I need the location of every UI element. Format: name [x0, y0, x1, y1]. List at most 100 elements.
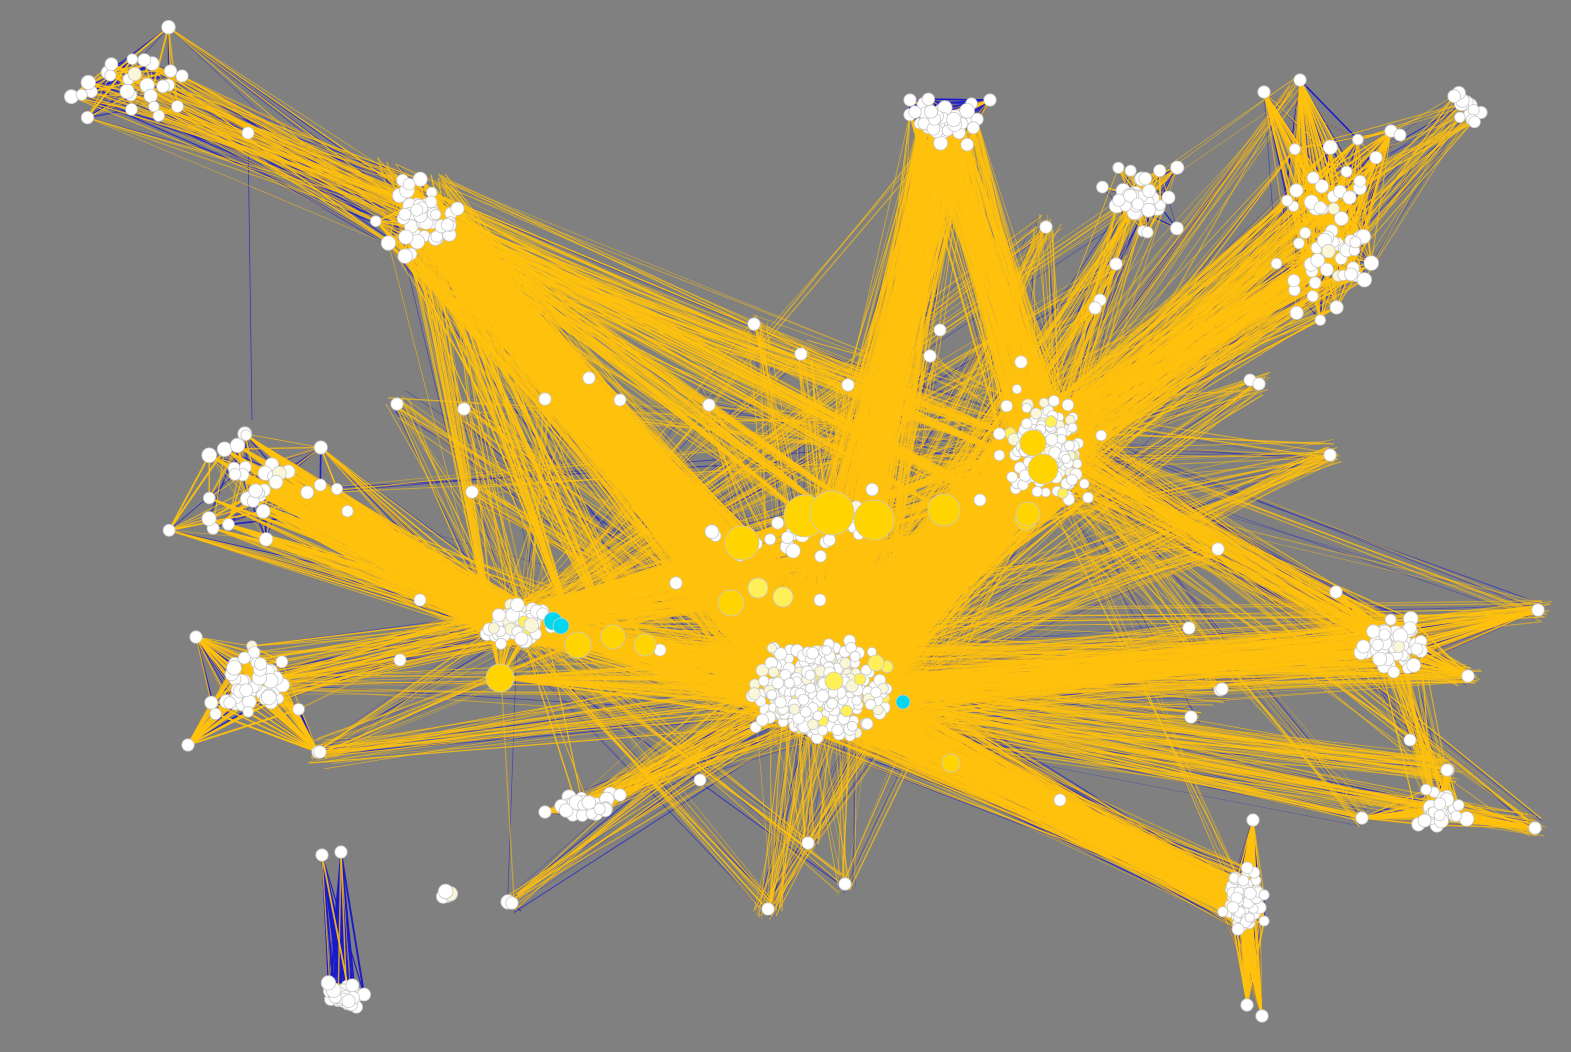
graph-node[interactable] [1329, 585, 1343, 599]
graph-node[interactable] [1349, 236, 1362, 249]
outlier-node[interactable] [465, 485, 479, 499]
graph-node[interactable] [933, 323, 947, 337]
graph-node[interactable] [437, 883, 454, 900]
graph-node[interactable] [1340, 165, 1353, 178]
hub-node[interactable] [772, 586, 794, 608]
outlier-node[interactable] [390, 397, 404, 411]
highlight-node[interactable] [552, 617, 570, 635]
graph-node[interactable] [398, 207, 412, 221]
graph-node[interactable] [275, 655, 289, 669]
graph-node[interactable] [1237, 874, 1250, 887]
graph-node[interactable] [1056, 433, 1067, 445]
graph-node[interactable] [1433, 809, 1446, 822]
graph-node[interactable] [812, 710, 824, 721]
graph-node[interactable] [1258, 915, 1270, 927]
graph-node[interactable] [80, 111, 95, 125]
graph-node[interactable] [1447, 89, 1461, 103]
graph-node[interactable] [1342, 190, 1357, 205]
graph-node[interactable] [248, 483, 264, 499]
outlier-node[interactable] [841, 378, 855, 392]
outlier-node[interactable] [1215, 682, 1229, 696]
hub-node[interactable] [853, 499, 895, 541]
graph-node[interactable] [402, 177, 416, 191]
hub-node[interactable] [824, 671, 844, 691]
graph-node[interactable] [1299, 226, 1312, 239]
graph-node[interactable] [1240, 998, 1254, 1012]
outlier-node[interactable] [538, 392, 552, 406]
graph-node[interactable] [239, 683, 253, 697]
graph-node[interactable] [237, 651, 251, 665]
graph-node[interactable] [216, 441, 233, 457]
graph-node[interactable] [1356, 272, 1373, 288]
graph-node[interactable] [1057, 487, 1069, 499]
graph-node[interactable] [1063, 440, 1075, 452]
outlier-node[interactable] [669, 576, 683, 590]
graph-node[interactable] [258, 532, 274, 547]
graph-node[interactable] [202, 491, 216, 505]
graph-node[interactable] [380, 235, 396, 251]
graph-node[interactable] [119, 83, 135, 100]
hub-node[interactable] [633, 633, 657, 657]
outlier-node[interactable] [457, 402, 471, 416]
graph-node[interactable] [1244, 912, 1255, 923]
graph-node[interactable] [1226, 901, 1240, 914]
graph-node[interactable] [487, 622, 500, 634]
graph-node[interactable] [254, 657, 268, 671]
graph-node[interactable] [313, 478, 327, 492]
graph-node[interactable] [1217, 906, 1229, 918]
graph-node[interactable] [766, 643, 778, 654]
graph-node[interactable] [747, 687, 761, 701]
outlier-node[interactable] [1461, 669, 1475, 683]
graph-node[interactable] [1363, 255, 1380, 271]
graph-node[interactable] [1246, 813, 1260, 827]
graph-node[interactable] [1112, 193, 1126, 207]
graph-node[interactable] [1393, 128, 1407, 142]
outlier-node[interactable] [702, 398, 716, 412]
graph-node[interactable] [1392, 640, 1406, 653]
graph-node[interactable] [1141, 226, 1154, 239]
graph-node[interactable] [1170, 221, 1184, 236]
graph-node[interactable] [1231, 922, 1245, 936]
graph-node[interactable] [805, 682, 816, 694]
outlier-node[interactable] [505, 896, 519, 910]
graph-node[interactable] [1306, 290, 1319, 303]
graph-node[interactable] [840, 704, 853, 718]
graph-node[interactable] [783, 677, 795, 689]
graph-node[interactable] [341, 505, 354, 518]
graph-node[interactable] [1138, 171, 1152, 186]
graph-node[interactable] [161, 20, 176, 35]
graph-node[interactable] [823, 533, 836, 547]
outlier-node[interactable] [1528, 821, 1542, 835]
graph-node[interactable] [1257, 85, 1271, 99]
graph-node[interactable] [1306, 171, 1320, 185]
graph-node[interactable] [1410, 642, 1424, 656]
graph-node[interactable] [228, 468, 242, 481]
graph-node[interactable] [127, 67, 142, 82]
graph-node[interactable] [593, 802, 606, 816]
graph-node[interactable] [847, 720, 858, 732]
graph-node[interactable] [523, 617, 540, 633]
graph-node[interactable] [201, 511, 217, 527]
graph-node[interactable] [613, 788, 627, 802]
graph-node[interactable] [181, 738, 195, 752]
outlier-node[interactable] [1039, 220, 1053, 234]
graph-node[interactable] [410, 203, 424, 217]
graph-node[interactable] [241, 126, 255, 140]
graph-node[interactable] [861, 717, 874, 730]
graph-node[interactable] [104, 57, 119, 71]
graph-node[interactable] [831, 723, 844, 737]
graph-node[interactable] [240, 429, 252, 441]
graph-node[interactable] [1458, 811, 1475, 827]
graph-node[interactable] [292, 703, 305, 716]
graph-node[interactable] [1289, 183, 1304, 198]
graph-node[interactable] [851, 695, 862, 706]
graph-node[interactable] [204, 695, 219, 710]
graph-node[interactable] [491, 608, 506, 623]
graph-node[interactable] [1082, 491, 1094, 504]
outlier-node[interactable] [1109, 257, 1123, 271]
graph-node[interactable] [771, 516, 785, 530]
hub-node[interactable] [485, 663, 515, 693]
graph-node[interactable] [1467, 104, 1480, 116]
graph-node[interactable] [1355, 811, 1369, 825]
graph-node[interactable] [369, 215, 382, 228]
